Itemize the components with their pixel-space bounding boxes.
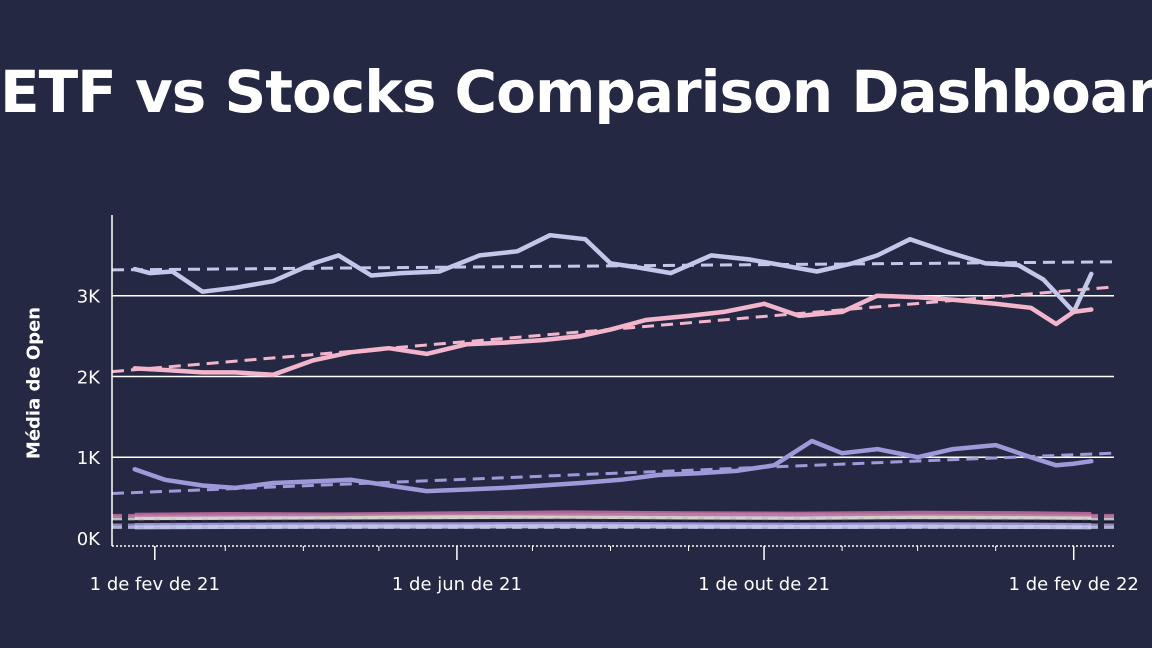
axes xyxy=(111,215,1114,560)
y-tick-label: 0K xyxy=(77,529,101,550)
x-tick-label: 1 de jun de 21 xyxy=(392,574,522,595)
trendlines xyxy=(111,260,1115,496)
y-tick-label: 2K xyxy=(77,367,101,388)
series-line-3 xyxy=(132,438,1094,494)
y-tick-label: 3K xyxy=(77,287,101,308)
series-trendline-3 xyxy=(111,451,1115,496)
y-tick-label: 1K xyxy=(77,448,101,469)
low-value-series-band xyxy=(112,510,1114,530)
series-line-1 xyxy=(132,232,1094,315)
tick-labels: 0K 1K 2K 3K 1 de fev de 21 1 de jun de 21 1 de… xyxy=(77,287,1139,595)
x-tick-label: 1 de fev de 21 xyxy=(90,574,220,595)
dashboard-title: ETF vs Stocks Comparison Dashboard xyxy=(0,58,1152,126)
series-line-2 xyxy=(132,293,1094,378)
series-lines xyxy=(132,232,1094,494)
gridlines xyxy=(112,294,1114,458)
x-tick-label: 1 de out de 21 xyxy=(698,574,830,595)
x-tick-label: 1 de fev de 22 xyxy=(1009,574,1139,595)
